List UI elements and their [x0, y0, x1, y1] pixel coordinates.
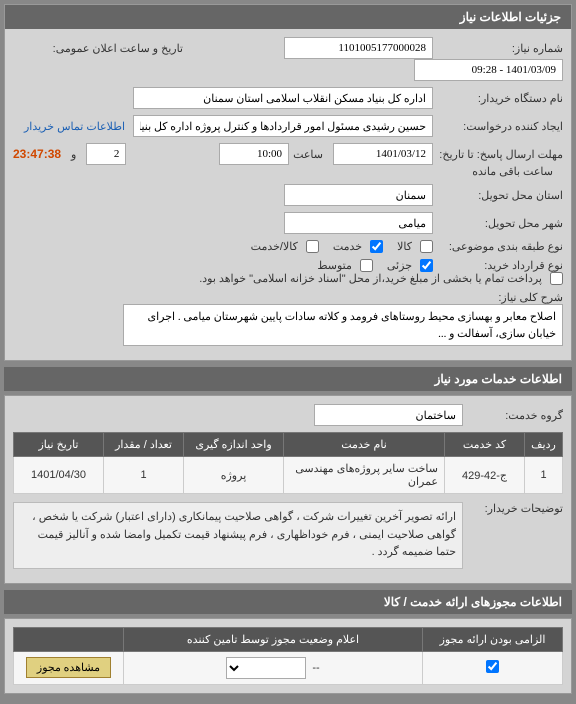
- table-row: 1 ج-42-429 ساخت سایر پروژه‌های مهندسی عم…: [14, 457, 563, 494]
- permits-table-header: الزامی بودن ارائه مجوز اعلام وضعیت مجوز …: [14, 627, 563, 651]
- group-label: گروه خدمت:: [463, 409, 563, 422]
- col-required: الزامی بودن ارائه مجوز: [423, 627, 563, 651]
- status-placeholder: --: [312, 662, 319, 674]
- cell-date: 1401/04/30: [14, 457, 104, 494]
- days-count-input: [86, 143, 126, 165]
- services-panel: گروه خدمت: ردیف کد خدمت نام خدمت واحد ان…: [4, 395, 572, 584]
- ct-note-label: پرداخت تمام یا بخشی از مبلغ خرید،از محل …: [199, 272, 542, 285]
- need-details-header: جزئیات اطلاعات نیاز: [5, 5, 571, 29]
- cat-service-group: خدمت: [333, 240, 383, 253]
- buyer-note-label: توضیحات خریدار:: [463, 502, 563, 515]
- cat-both-group: کالا/خدمت: [251, 240, 319, 253]
- cell-name: ساخت سایر پروژه‌های مهندسی عمران: [284, 457, 445, 494]
- ct-medium-label: متوسط: [317, 259, 352, 272]
- ct-note-check[interactable]: [550, 272, 563, 285]
- cell-idx: 1: [525, 457, 563, 494]
- col-status: اعلام وضعیت مجوز توسط تامین کننده: [124, 627, 423, 651]
- row-category: نوع طبقه بندی موضوعی: کالا خدمت کالا/خدم…: [13, 240, 563, 253]
- row-need-number: شماره نیاز: تاریخ و ساعت اعلان عمومی:: [13, 37, 563, 81]
- services-section-title: اطلاعات خدمات مورد نیاز: [4, 367, 572, 391]
- ct-medium-check[interactable]: [360, 259, 373, 272]
- view-permit-button[interactable]: مشاهده مجوز: [26, 657, 111, 678]
- ct-partial-label: جزئی: [387, 259, 412, 272]
- contract-type-label: نوع قرارداد خرید:: [433, 259, 563, 272]
- need-details-body: شماره نیاز: تاریخ و ساعت اعلان عمومی: نا…: [5, 29, 571, 360]
- cell-code: ج-42-429: [445, 457, 525, 494]
- ct-note-group: پرداخت تمام یا بخشی از مبلغ خرید،از محل …: [199, 272, 563, 285]
- requester-label: ایجاد کننده درخواست:: [433, 120, 563, 133]
- permits-body: الزامی بودن ارائه مجوز اعلام وضعیت مجوز …: [5, 619, 571, 693]
- province-input: [284, 184, 433, 206]
- desc-textarea: [123, 304, 563, 346]
- need-details-panel: جزئیات اطلاعات نیاز شماره نیاز: تاریخ و …: [4, 4, 572, 361]
- city-label: شهر محل تحویل:: [433, 217, 563, 230]
- days-and-label: و: [71, 148, 76, 161]
- public-date-label: تاریخ و ساعت اعلان عمومی:: [13, 42, 183, 55]
- requester-input: [133, 115, 433, 137]
- time-label-1: ساعت: [293, 148, 323, 161]
- cat-both-label: کالا/خدمت: [251, 240, 298, 253]
- deadline-date-input: [333, 143, 433, 165]
- col-action: [14, 627, 124, 651]
- cat-both-check[interactable]: [306, 240, 319, 253]
- row-city: شهر محل تحویل:: [13, 212, 563, 234]
- col-unit: واحد اندازه گیری: [184, 433, 284, 457]
- row-contract-type: نوع قرارداد خرید: جزئی متوسط پرداخت تمام…: [13, 259, 563, 285]
- row-group: گروه خدمت:: [13, 404, 563, 426]
- cat-goods-check[interactable]: [420, 240, 433, 253]
- province-label: استان محل تحویل:: [433, 189, 563, 202]
- deadline-label: مهلت ارسال پاسخ: تا تاریخ:: [433, 148, 563, 161]
- required-check[interactable]: [486, 660, 499, 673]
- public-date-input: [414, 59, 563, 81]
- row-province: استان محل تحویل:: [13, 184, 563, 206]
- desc-label: شرح کلی نیاز:: [433, 291, 563, 304]
- table-row: -- مشاهده مجوز: [14, 651, 563, 684]
- permits-table: الزامی بودن ارائه مجوز اعلام وضعیت مجوز …: [13, 627, 563, 685]
- col-row: ردیف: [525, 433, 563, 457]
- need-number-input: [284, 37, 433, 59]
- services-table-header: ردیف کد خدمت نام خدمت واحد اندازه گیری ت…: [14, 433, 563, 457]
- cell-status: --: [124, 651, 423, 684]
- buyer-org-input: [133, 87, 433, 109]
- cat-goods-label: کالا: [397, 240, 412, 253]
- row-desc: شرح کلی نیاز:: [13, 291, 563, 346]
- cat-service-check[interactable]: [370, 240, 383, 253]
- col-date: تاریخ نیاز: [14, 433, 104, 457]
- buyer-contact-link[interactable]: اطلاعات تماس خریدار: [24, 120, 125, 133]
- group-input: [314, 404, 463, 426]
- row-buyer-org: نام دستگاه خریدار:: [13, 87, 563, 109]
- col-name: نام خدمت: [284, 433, 445, 457]
- cell-unit: پروژه: [184, 457, 284, 494]
- permits-section-title: اطلاعات مجوزهای ارائه خدمت / کالا: [4, 590, 572, 614]
- need-number-label: شماره نیاز:: [433, 42, 563, 55]
- ct-partial-check[interactable]: [420, 259, 433, 272]
- col-code: کد خدمت: [445, 433, 525, 457]
- cell-qty: 1: [104, 457, 184, 494]
- cell-action: مشاهده مجوز: [14, 651, 124, 684]
- ct-medium-group: متوسط: [317, 259, 373, 272]
- deadline-time-input: [219, 143, 289, 165]
- services-table: ردیف کد خدمت نام خدمت واحد اندازه گیری ت…: [13, 432, 563, 494]
- category-label: نوع طبقه بندی موضوعی:: [433, 240, 563, 253]
- row-deadline: مهلت ارسال پاسخ: تا تاریخ: ساعت و 23:47:…: [13, 143, 563, 178]
- cat-goods-group: کالا: [397, 240, 433, 253]
- remaining-time: 23:47:38: [13, 147, 61, 161]
- city-input: [284, 212, 433, 234]
- row-requester: ایجاد کننده درخواست: اطلاعات تماس خریدار: [13, 115, 563, 137]
- remaining-label: ساعت باقی مانده: [472, 165, 553, 178]
- cell-required: [423, 651, 563, 684]
- buyer-note-box: ارائه تصویر آخرین تغییرات شرکت ، گواهی ص…: [13, 502, 463, 569]
- services-body: گروه خدمت: ردیف کد خدمت نام خدمت واحد ان…: [5, 396, 571, 583]
- status-select[interactable]: [226, 657, 306, 679]
- row-buyer-note: توضیحات خریدار: ارائه تصویر آخرین تغییرا…: [13, 502, 563, 569]
- permits-panel: الزامی بودن ارائه مجوز اعلام وضعیت مجوز …: [4, 618, 572, 694]
- cat-service-label: خدمت: [333, 240, 362, 253]
- ct-partial-group: جزئی: [387, 259, 433, 272]
- buyer-org-label: نام دستگاه خریدار:: [433, 92, 563, 105]
- col-qty: تعداد / مقدار: [104, 433, 184, 457]
